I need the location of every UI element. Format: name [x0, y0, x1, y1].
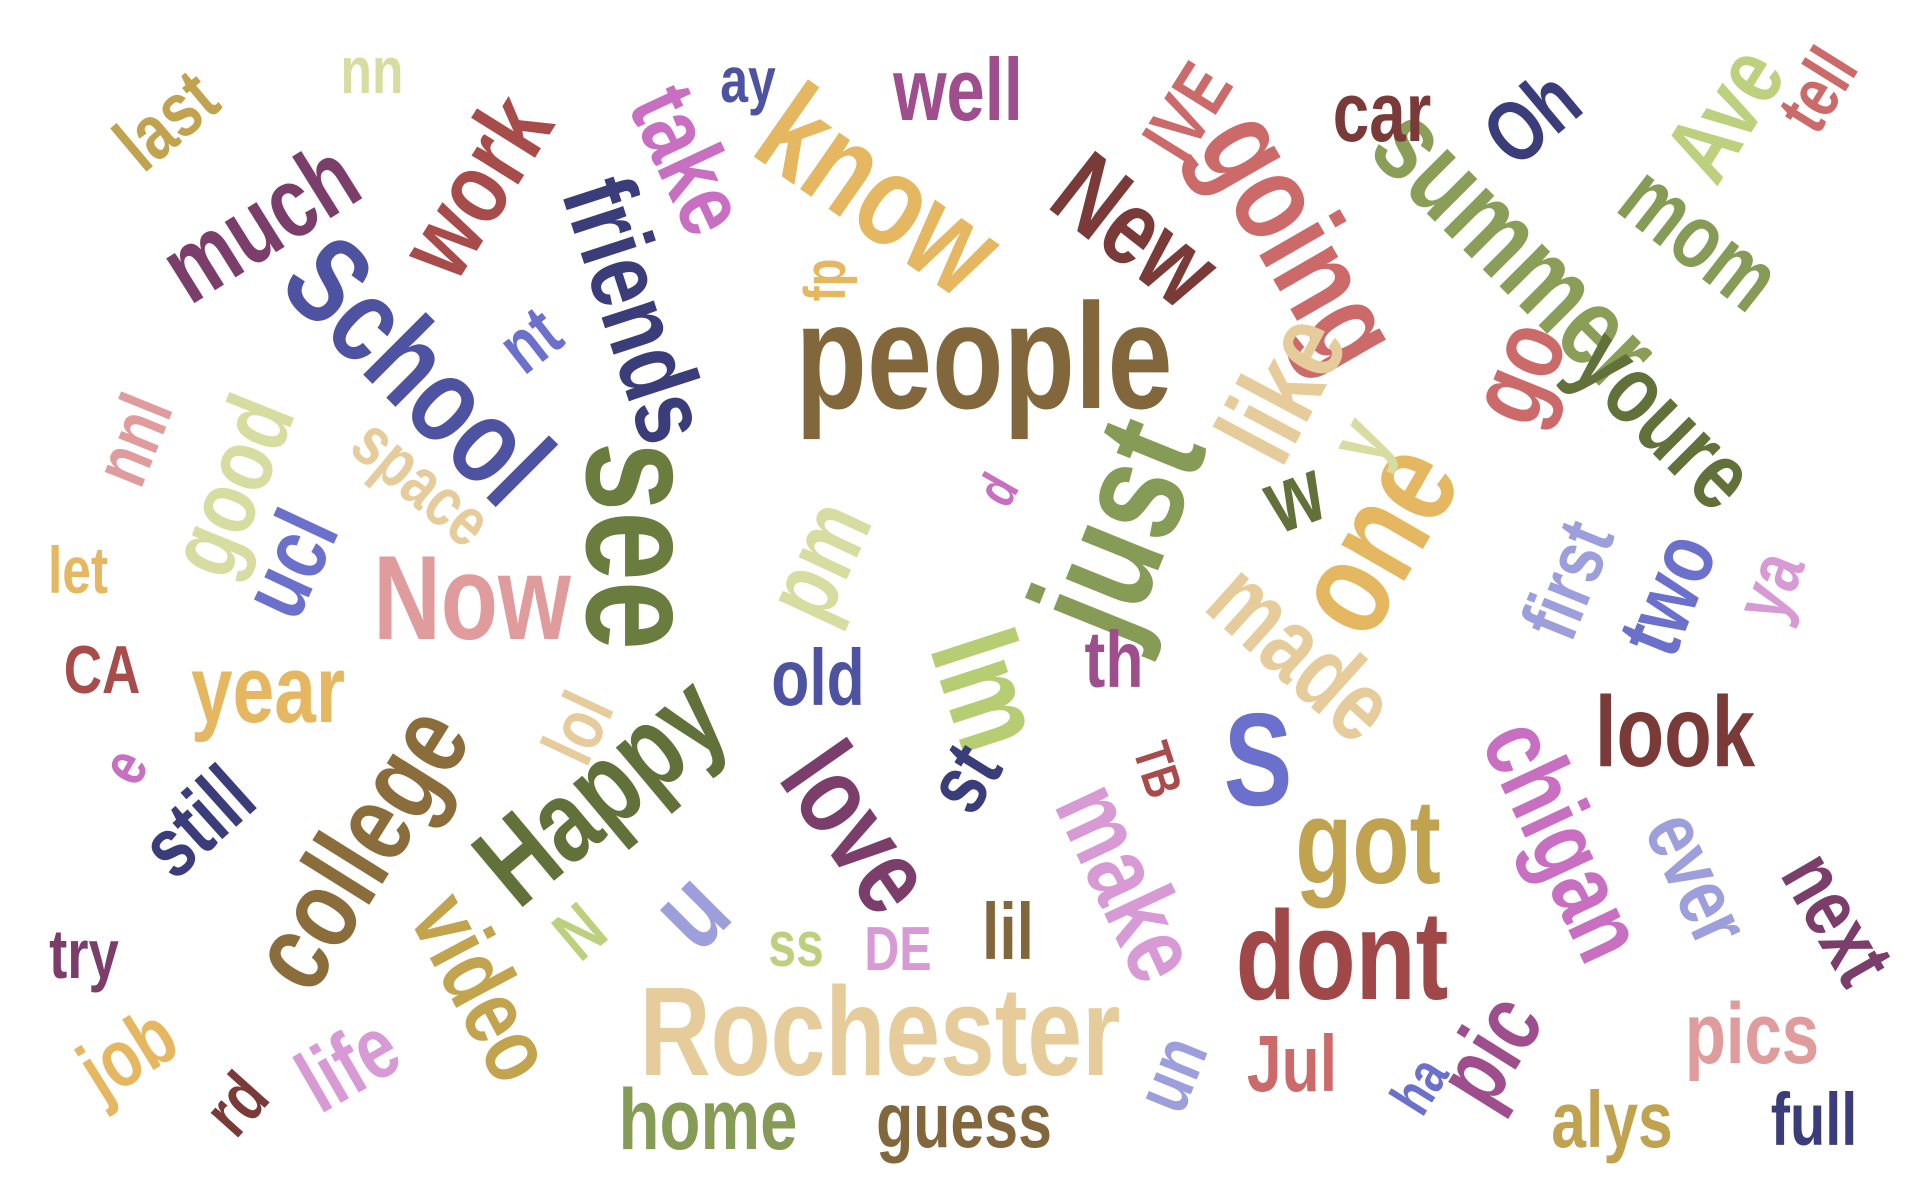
word-pics: pics: [1684, 986, 1820, 1082]
word-life: life: [280, 995, 416, 1132]
word-guess: guess: [876, 1076, 1052, 1164]
word-fp: fp: [793, 258, 858, 302]
word-next: next: [1763, 836, 1912, 1000]
word-th: th: [1084, 615, 1144, 704]
word-un: un: [1118, 1024, 1225, 1124]
word-got: got: [1295, 775, 1441, 909]
word-tb: TB: [1121, 735, 1193, 805]
word-well: well: [893, 40, 1023, 139]
word-try: try: [49, 915, 119, 993]
word-ya: ya: [1717, 539, 1822, 633]
word-lil: lil: [981, 887, 1035, 976]
word-old: old: [771, 633, 865, 722]
word-nn: nn: [340, 33, 404, 107]
word-rochester: Rochester: [639, 961, 1121, 1102]
word-car: car: [1332, 65, 1432, 159]
word-ay: ay: [720, 44, 776, 116]
word-s: S: [1223, 686, 1293, 833]
word-see: see: [553, 441, 732, 651]
word-de: DE: [864, 915, 932, 984]
word-pm: pm: [742, 483, 894, 637]
word-full: full: [1770, 1078, 1858, 1161]
word-job: job: [62, 989, 193, 1118]
word-ss: ss: [768, 908, 824, 980]
word-n: N: [538, 888, 622, 976]
word-now: Now: [373, 531, 571, 665]
word-year: year: [190, 636, 346, 743]
word-people: people: [795, 272, 1173, 440]
word-rd: rd: [188, 1057, 284, 1151]
word-w: w: [1250, 438, 1338, 554]
word-jul: Jul: [1246, 1019, 1338, 1108]
word-tell: tell: [1762, 34, 1874, 146]
word-ca: CA: [63, 632, 141, 708]
word-alys: alys: [1551, 1075, 1673, 1164]
word-nnl: nnl: [77, 382, 190, 497]
word-home: home: [618, 1072, 798, 1168]
word-d: d: [965, 463, 1031, 517]
word-dont: dont: [1235, 885, 1449, 1026]
word-last: last: [97, 52, 235, 188]
word-let: let: [47, 533, 109, 607]
word-e: e: [85, 735, 163, 797]
word-work: work: [376, 74, 576, 298]
word-u: u: [626, 846, 753, 973]
word-look: look: [1594, 676, 1756, 788]
